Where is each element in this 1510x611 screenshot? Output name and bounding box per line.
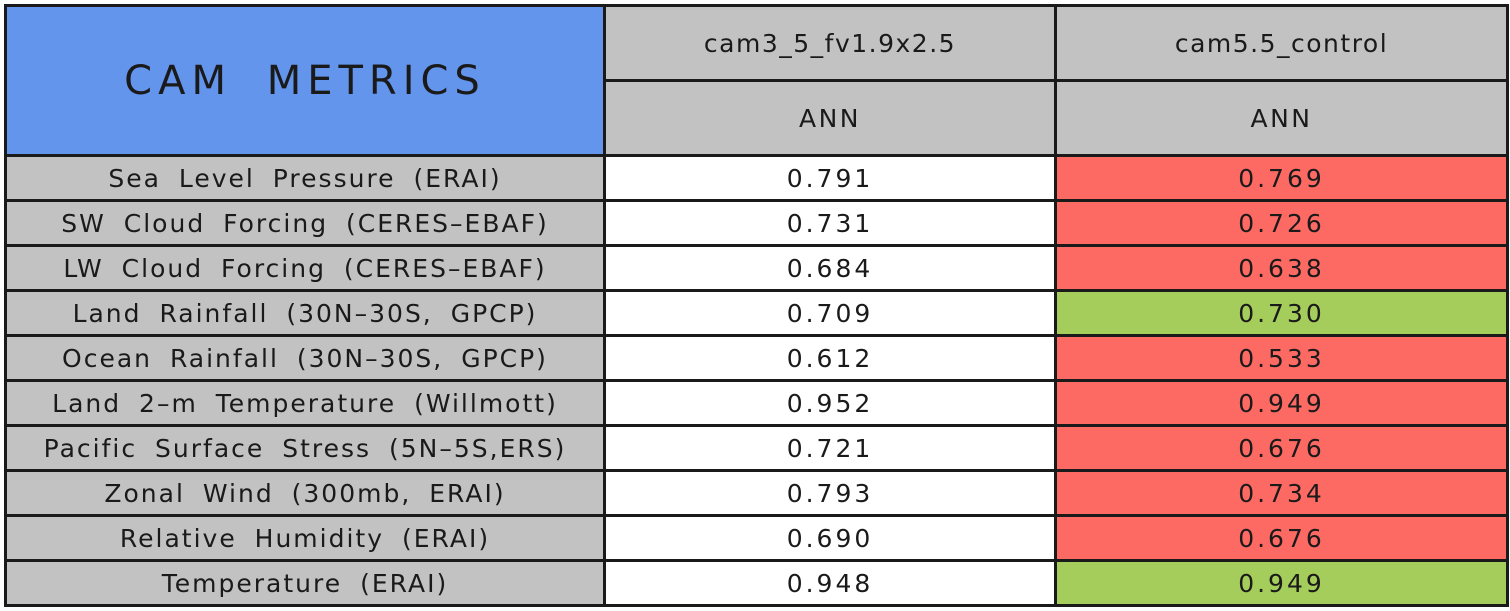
table-title: CAM METRICS (4, 4, 606, 157)
table-row: Sea Level Pressure (ERAI) 0.791 0.769 (4, 154, 1509, 202)
table-row: Ocean Rainfall (30N–30S, GPCP) 0.612 0.533 (4, 334, 1509, 382)
table-row: SW Cloud Forcing (CERES–EBAF) 0.731 0.726 (4, 199, 1509, 247)
metric-value: 0.949 (1054, 379, 1509, 427)
metric-value: 0.791 (603, 154, 1057, 202)
metric-value: 0.676 (1054, 514, 1509, 562)
metric-value: 0.793 (603, 469, 1057, 517)
metric-value: 0.533 (1054, 334, 1509, 382)
metric-label: Zonal Wind (300mb, ERAI) (4, 469, 606, 517)
column-subheader-season-cam3: ANN (603, 79, 1057, 157)
metric-label: Temperature (ERAI) (4, 559, 606, 607)
column-header-model-cam5: cam5.5_control (1054, 4, 1509, 82)
metric-label: SW Cloud Forcing (CERES–EBAF) (4, 199, 606, 247)
table-row: Land 2–m Temperature (Willmott) 0.952 0.94… (4, 379, 1509, 427)
metric-value: 0.612 (603, 334, 1057, 382)
metric-value: 0.769 (1054, 154, 1509, 202)
metric-value: 0.730 (1054, 289, 1509, 337)
metric-value: 0.676 (1054, 424, 1509, 472)
metric-value: 0.690 (603, 514, 1057, 562)
table-row: Temperature (ERAI) 0.948 0.949 (4, 559, 1509, 607)
metric-label: Relative Humidity (ERAI) (4, 514, 606, 562)
metric-label: Pacific Surface Stress (5N–5S,ERS) (4, 424, 606, 472)
metric-value: 0.949 (1054, 559, 1509, 607)
table-row: Land Rainfall (30N–30S, GPCP) 0.709 0.730 (4, 289, 1509, 337)
metric-value: 0.734 (1054, 469, 1509, 517)
metric-value: 0.638 (1054, 244, 1509, 292)
table-row: Zonal Wind (300mb, ERAI) 0.793 0.734 (4, 469, 1509, 517)
metric-value: 0.948 (603, 559, 1057, 607)
table-row: LW Cloud Forcing (CERES–EBAF) 0.684 0.638 (4, 244, 1509, 292)
metric-value: 0.726 (1054, 199, 1509, 247)
header-row-seasons: ANN ANN (6, 79, 1509, 157)
metric-value: 0.684 (603, 244, 1057, 292)
table-row: Pacific Surface Stress (5N–5S,ERS) 0.721 0… (4, 424, 1509, 472)
column-header-model-cam3: cam3_5_fv1.9x2.5 (603, 4, 1057, 82)
metric-label: Sea Level Pressure (ERAI) (4, 154, 606, 202)
cam-metrics-table: CAM METRICS cam3_5_fv1.9x2.5 cam5.5_cont… (4, 4, 1509, 607)
column-subheader-season-cam5: ANN (1054, 79, 1509, 157)
header-row-models: CAM METRICS cam3_5_fv1.9x2.5 cam5.5_cont… (4, 4, 1509, 157)
metrics-table-body: Sea Level Pressure (ERAI) 0.791 0.769 SW Cl… (4, 154, 1509, 607)
metric-label: LW Cloud Forcing (CERES–EBAF) (4, 244, 606, 292)
metric-value: 0.721 (603, 424, 1057, 472)
metric-value: 0.952 (603, 379, 1057, 427)
metric-label: Land Rainfall (30N–30S, GPCP) (4, 289, 606, 337)
table-row: Relative Humidity (ERAI) 0.690 0.676 (4, 514, 1509, 562)
metric-label: Ocean Rainfall (30N–30S, GPCP) (4, 334, 606, 382)
metric-value: 0.731 (603, 199, 1057, 247)
metric-label: Land 2–m Temperature (Willmott) (4, 379, 606, 427)
metric-value: 0.709 (603, 289, 1057, 337)
